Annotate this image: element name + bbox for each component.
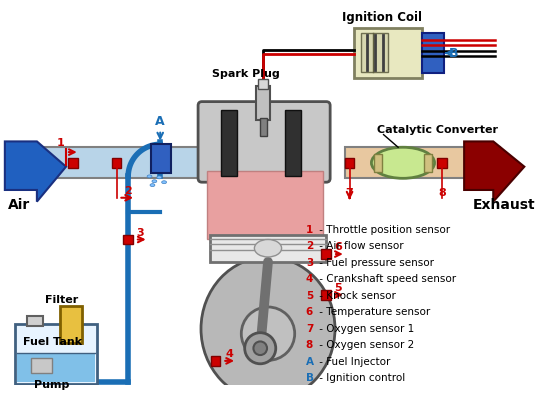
Polygon shape: [5, 141, 66, 202]
Text: A: A: [306, 357, 314, 367]
Ellipse shape: [147, 175, 152, 178]
Bar: [256, 86, 270, 120]
Text: - Fuel pressure sensor: - Fuel pressure sensor: [316, 258, 434, 268]
Text: - Air flow sensor: - Air flow sensor: [316, 241, 403, 252]
Ellipse shape: [245, 333, 276, 364]
Text: 8: 8: [438, 188, 446, 198]
Bar: [345, 147, 500, 178]
Text: 4: 4: [225, 349, 233, 359]
Text: 6: 6: [334, 242, 342, 252]
Text: 5: 5: [306, 291, 313, 301]
Bar: [151, 144, 171, 173]
Text: - Fuel Injector: - Fuel Injector: [316, 357, 390, 367]
Bar: [322, 249, 331, 259]
Ellipse shape: [152, 180, 157, 183]
Text: - Oxygen sensor 2: - Oxygen sensor 2: [316, 340, 414, 351]
Text: Catalytic Converter: Catalytic Converter: [377, 125, 498, 135]
Text: - Oxygen sensor 1: - Oxygen sensor 1: [316, 324, 414, 334]
Text: 1: 1: [56, 138, 64, 148]
Ellipse shape: [201, 257, 335, 393]
Text: 1: 1: [306, 225, 313, 235]
Bar: [354, 28, 423, 78]
Bar: [423, 33, 444, 73]
Text: A: A: [156, 115, 165, 128]
Bar: [260, 118, 267, 136]
Text: - Knock sensor: - Knock sensor: [316, 291, 395, 301]
Text: 5: 5: [334, 283, 342, 293]
Ellipse shape: [162, 181, 167, 184]
Text: - Temperature sensor: - Temperature sensor: [316, 307, 430, 318]
Bar: [221, 110, 237, 176]
Text: 2: 2: [306, 241, 313, 252]
Text: B: B: [449, 47, 458, 60]
Text: 3: 3: [306, 258, 313, 268]
Text: - Crankshaft speed sensor: - Crankshaft speed sensor: [316, 274, 456, 285]
Text: Fuel Tank: Fuel Tank: [23, 337, 82, 347]
Ellipse shape: [241, 307, 295, 360]
Text: Exhaust: Exhaust: [473, 198, 536, 212]
FancyBboxPatch shape: [198, 102, 330, 182]
Bar: [68, 158, 78, 168]
Bar: [345, 158, 354, 168]
Bar: [15, 324, 97, 384]
Ellipse shape: [150, 184, 155, 187]
Bar: [424, 154, 432, 171]
Text: B: B: [306, 373, 314, 384]
Bar: [361, 33, 388, 72]
Bar: [437, 158, 447, 168]
Bar: [34, 147, 233, 178]
Text: - Throttle position sensor: - Throttle position sensor: [316, 225, 450, 235]
Bar: [27, 316, 43, 326]
Text: 8: 8: [306, 340, 313, 351]
Text: Spark Plug: Spark Plug: [212, 69, 280, 79]
Ellipse shape: [253, 342, 267, 355]
Bar: [16, 353, 95, 382]
Bar: [322, 290, 331, 300]
Text: 7: 7: [346, 188, 353, 198]
Bar: [258, 79, 268, 89]
Text: 7: 7: [306, 324, 313, 334]
Bar: [207, 171, 323, 239]
Bar: [211, 356, 221, 366]
Text: Filter: Filter: [45, 295, 78, 305]
Text: 4: 4: [306, 274, 313, 285]
Polygon shape: [464, 141, 524, 202]
Bar: [374, 154, 382, 171]
Text: Ignition Coil: Ignition Coil: [342, 11, 422, 24]
Bar: [112, 158, 121, 168]
Bar: [60, 307, 81, 343]
Ellipse shape: [371, 147, 435, 178]
Text: Pump: Pump: [34, 380, 69, 390]
Ellipse shape: [254, 239, 282, 257]
Text: 6: 6: [306, 307, 313, 318]
Text: Air: Air: [8, 198, 30, 212]
Text: - Ignition control: - Ignition control: [316, 373, 405, 384]
Ellipse shape: [157, 176, 162, 179]
Bar: [31, 358, 52, 373]
Bar: [210, 235, 327, 262]
Text: 3: 3: [136, 228, 144, 238]
Bar: [123, 235, 133, 244]
Text: 2: 2: [124, 186, 132, 196]
Bar: [286, 110, 301, 176]
